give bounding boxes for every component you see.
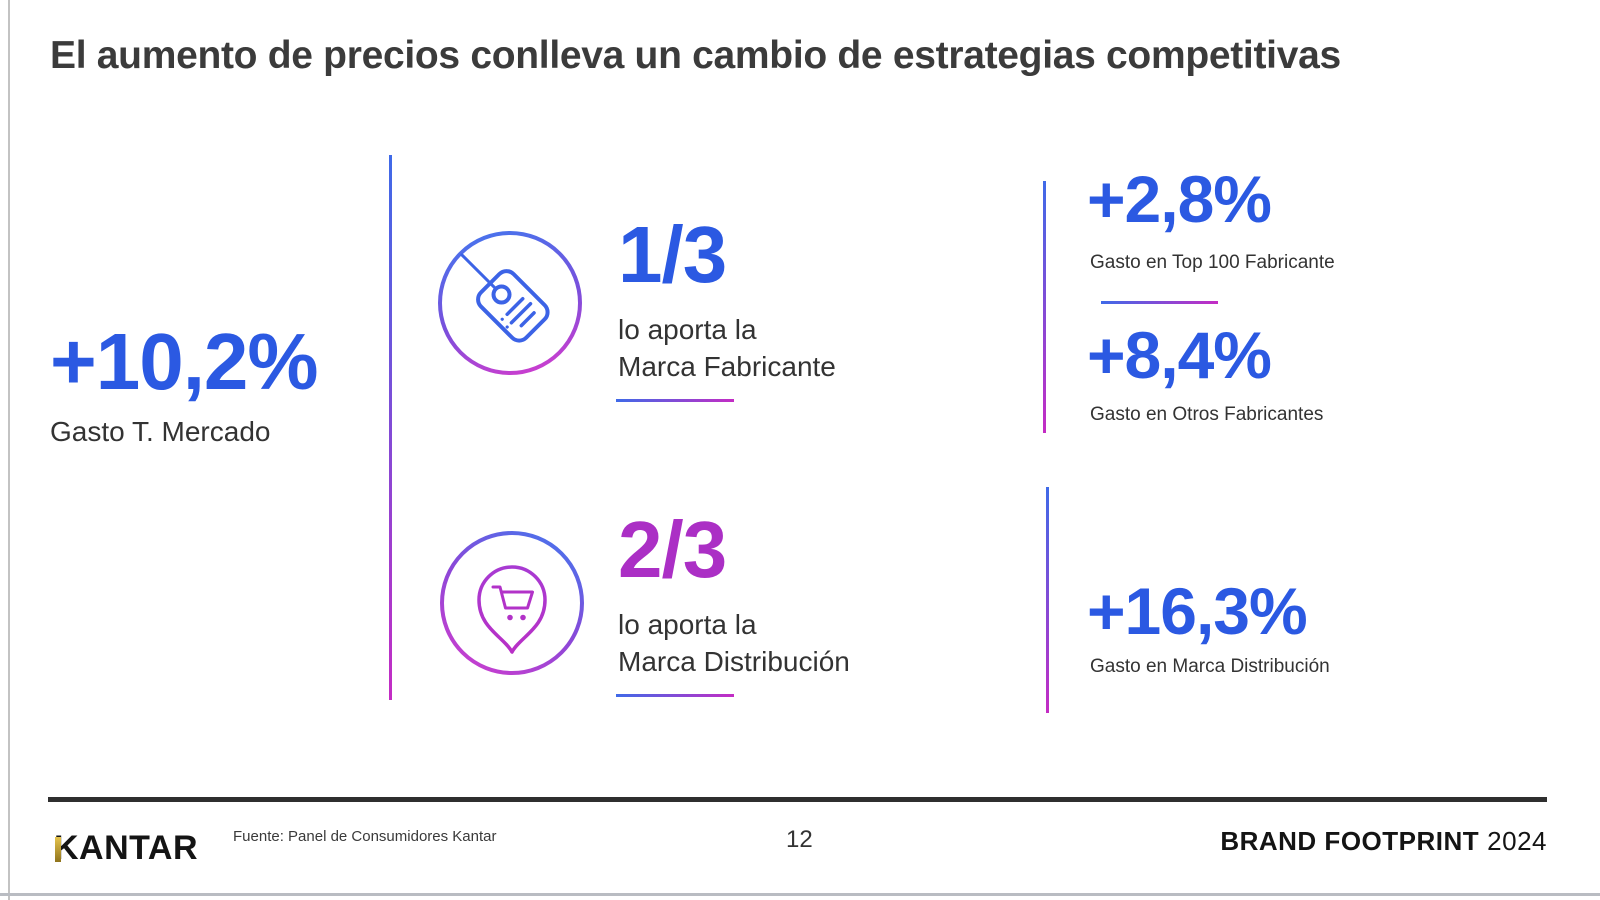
brand-footprint-year: 2024: [1487, 826, 1547, 856]
gradient-separator: [1101, 301, 1218, 304]
top100-label: Gasto en Top 100 Fabricante: [1090, 252, 1335, 273]
gradient-underline: [616, 399, 734, 402]
market-total-label: Gasto T. Mercado: [50, 416, 271, 447]
cart-pin-icon: [438, 529, 586, 677]
market-total-value: +10,2%: [50, 317, 319, 406]
otros-fabricantes-value: +8,4%: [1087, 318, 1272, 392]
slide-bottom-edge: [0, 893, 1600, 896]
fraction-distribution-label-line2: Marca Distribución: [618, 646, 850, 677]
gradient-underline: [616, 694, 734, 697]
brand-footprint-line: BRAND FOOTPRINT 2024: [1220, 826, 1547, 857]
right-vertical-line-bottom: [1046, 487, 1049, 713]
source-note: Fuente: Panel de Consumidores Kantar: [233, 828, 497, 845]
cart-pin-icon-svg: [440, 531, 584, 675]
fraction-distribution-label: lo aporta la Marca Distribución: [618, 606, 850, 680]
footer-divider-bar: [48, 797, 1547, 802]
brand-footprint-text: BRAND FOOTPRINT: [1220, 826, 1480, 856]
fraction-manufacturer: 1/3: [618, 210, 727, 299]
market-total-stat: +10,2% Gasto T. Mercado: [50, 317, 319, 448]
marca-distribucion-label: Gasto en Marca Distribución: [1090, 656, 1330, 677]
fraction-distribution-label-line1: lo aporta la: [618, 609, 757, 640]
marca-distribucion-value: +16,3%: [1087, 574, 1308, 648]
top100-value: +2,8%: [1087, 162, 1272, 236]
slide-title: El aumento de precios conlleva un cambio…: [50, 34, 1341, 77]
price-tag-icon-svg: [438, 231, 582, 375]
fraction-manufacturer-label-line2: Marca Fabricante: [618, 351, 836, 382]
fraction-manufacturer-label-line1: lo aporta la: [618, 314, 757, 345]
otros-fabricantes-label: Gasto en Otros Fabricantes: [1090, 404, 1324, 425]
price-tag-icon: [436, 229, 584, 377]
kantar-logo: KANTAR: [54, 829, 199, 867]
fraction-distribution: 2/3: [618, 505, 727, 594]
right-vertical-line-top: [1043, 181, 1046, 433]
page-number: 12: [786, 826, 813, 853]
fraction-manufacturer-label: lo aporta la Marca Fabricante: [618, 311, 836, 385]
slide-left-edge: [8, 0, 10, 900]
vertical-divider: [389, 155, 392, 700]
